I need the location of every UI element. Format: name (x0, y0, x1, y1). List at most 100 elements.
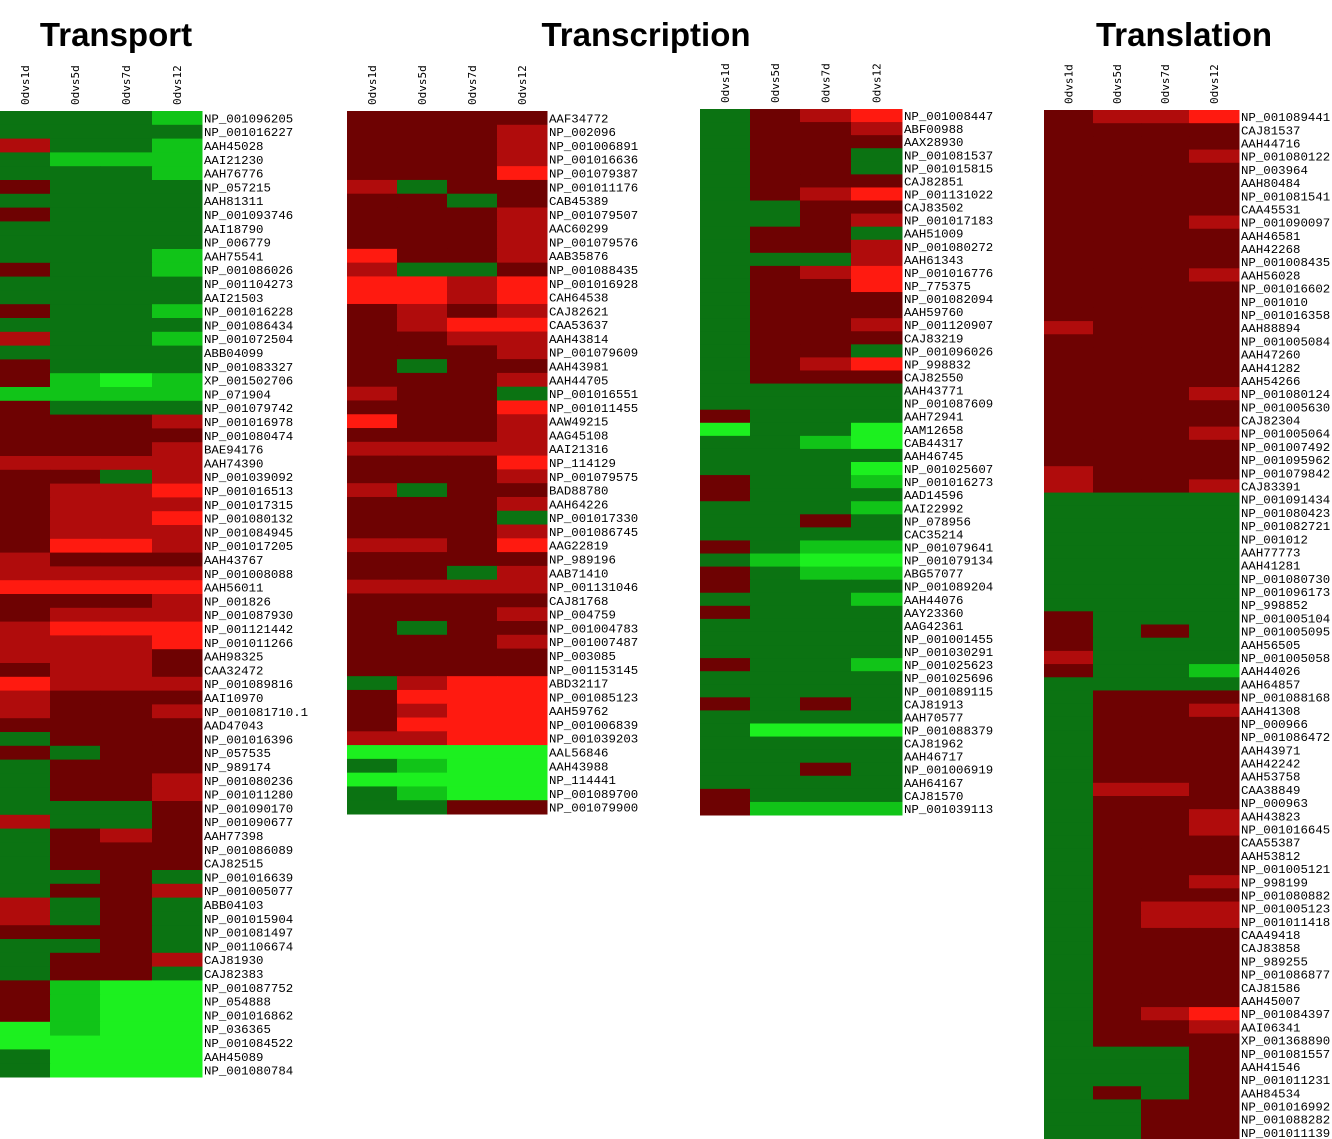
row-label: AAM12658 (904, 424, 964, 438)
heatmap-cell (1189, 373, 1240, 388)
heatmap-cell (851, 579, 903, 594)
heatmap-cell (851, 252, 903, 267)
heatmap-cell (851, 265, 903, 280)
heatmap-cell (50, 801, 101, 816)
heatmap-cell (152, 814, 203, 830)
heatmap-cell (1044, 241, 1094, 256)
heatmap-cell (152, 538, 203, 554)
column-label: 0dvs12 (871, 63, 884, 103)
heatmap-cell (397, 317, 448, 333)
row-label: NP_036365 (204, 1023, 271, 1037)
heatmap-cell (1141, 822, 1190, 837)
row-label: NP_078956 (904, 515, 971, 529)
heatmap-cell (100, 856, 153, 871)
heatmap-cell (800, 736, 852, 751)
heatmap-cell (50, 345, 101, 360)
heatmap-cell (100, 511, 153, 526)
heatmap-cell (50, 732, 101, 747)
heatmap-cell (700, 422, 751, 437)
heatmap-cell (1044, 202, 1094, 217)
heatmap-cell (1141, 110, 1190, 124)
heatmap-cell (851, 435, 903, 450)
heatmap-cell (1141, 1073, 1190, 1087)
heatmap-cell (100, 152, 153, 167)
heatmap-cell (1093, 123, 1142, 137)
heatmap-cell (1093, 334, 1142, 348)
row-label: AAI18790 (204, 223, 264, 237)
heatmap-cell (851, 658, 903, 672)
heatmap-cell (700, 710, 751, 724)
heatmap-cell (1189, 888, 1240, 903)
column-label: 0dvs7d (120, 65, 133, 105)
heatmap-cell (497, 276, 548, 291)
heatmap-cell (750, 409, 801, 424)
heatmap-cell (750, 396, 801, 411)
heatmap-cell (50, 235, 101, 250)
row-label: AAH80484 (1241, 177, 1301, 191)
heatmap-cell (1189, 822, 1240, 837)
heatmap-cell (750, 135, 801, 149)
heatmap-cell (1093, 215, 1142, 230)
heatmap-cell (447, 676, 498, 691)
row-label: NP_001086089 (204, 844, 293, 858)
heatmap-cell (700, 645, 751, 659)
row-label: NP_001826 (204, 595, 271, 609)
heatmap-cell (397, 441, 448, 457)
heatmap-cell (100, 870, 153, 885)
heatmap-cell (397, 372, 448, 388)
row-label: ABF00988 (904, 123, 964, 137)
heatmap-cell (700, 605, 751, 620)
heatmap-cell (0, 828, 51, 843)
heatmap-cell (750, 710, 801, 724)
row-label: NP_001096026 (904, 345, 993, 359)
column-label: 0dvs5d (416, 65, 429, 105)
heatmap-cell (0, 373, 51, 388)
heatmap-cell (397, 662, 448, 677)
heatmap-cell (50, 566, 101, 581)
heatmap-cell (750, 775, 801, 790)
heatmap-cell (1141, 413, 1190, 428)
column-label: 0dvs5d (1111, 64, 1124, 104)
heatmap-cell (800, 200, 852, 215)
heatmap-cell (0, 483, 51, 498)
heatmap-cell (1189, 400, 1240, 414)
row-label: CAJ81913 (904, 698, 964, 712)
heatmap-cell (497, 221, 548, 236)
heatmap-cell (1141, 228, 1190, 243)
heatmap-cell (100, 428, 153, 443)
heatmap-cell (50, 373, 101, 388)
row-label: NP_001015904 (204, 913, 293, 927)
heatmap-cell (851, 187, 903, 202)
heatmap-cell (1189, 1099, 1240, 1114)
heatmap-cell (700, 135, 751, 149)
heatmap-cell (1093, 175, 1142, 190)
heatmap-cell (1044, 848, 1094, 863)
heatmap-cell (50, 607, 101, 623)
row-label: NP_001086877 (1241, 969, 1330, 983)
heatmap-cell (700, 592, 751, 607)
heatmap-cell (750, 501, 801, 515)
row-label: AAY23360 (904, 607, 964, 621)
row-label: NP_001039203 (549, 733, 638, 747)
row-label: NP_004759 (549, 609, 616, 623)
heatmap-cell (152, 331, 203, 347)
heatmap-cell (497, 483, 548, 498)
row-label: CAJ81586 (1241, 982, 1301, 996)
heatmap-cell (447, 193, 498, 208)
heatmap-cell (347, 800, 398, 815)
heatmap-cell (851, 213, 903, 228)
row-label: AAH44076 (904, 594, 964, 608)
heatmap-cell (0, 552, 51, 567)
heatmap-cell (100, 732, 153, 747)
heatmap-cell (497, 193, 548, 208)
heatmap-cell (50, 911, 101, 926)
row-label: NP_001012 (1241, 533, 1308, 547)
heatmap-cell (1093, 571, 1142, 586)
heatmap-cell (0, 111, 51, 126)
heatmap-cell (1189, 215, 1240, 230)
heatmap-cell (152, 801, 203, 816)
row-label: AAH70577 (904, 711, 964, 725)
row-label: NP_001005077 (204, 885, 293, 899)
heatmap-cell (750, 645, 801, 659)
heatmap-cell (1141, 1046, 1190, 1061)
